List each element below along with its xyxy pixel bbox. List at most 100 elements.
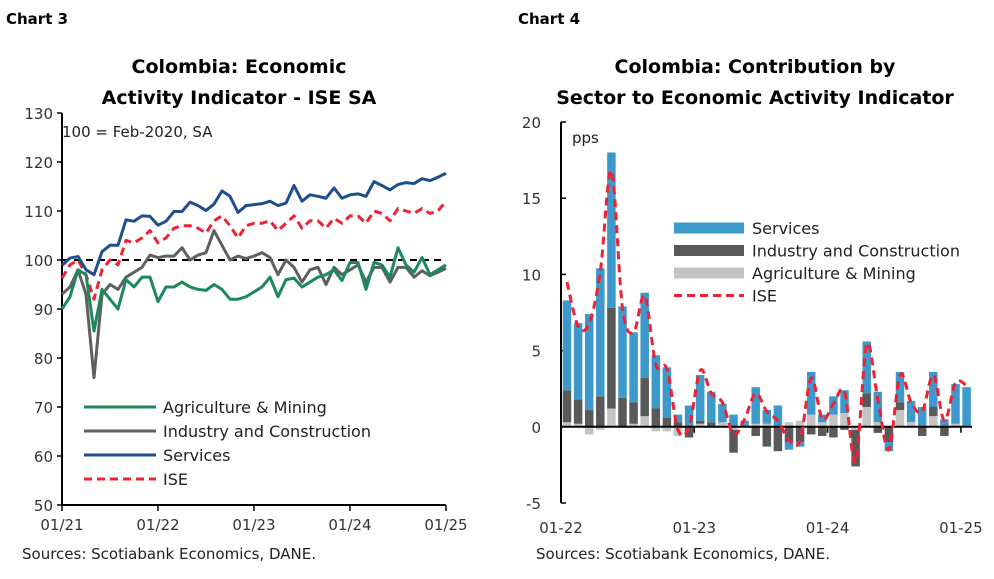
y-tick-label: 10 xyxy=(522,266,541,284)
y-tick-label: 130 xyxy=(24,105,53,123)
chart3-title-line1: Colombia: Economic xyxy=(132,56,347,78)
legend-swatch xyxy=(674,245,744,256)
bar-industry-and-construction xyxy=(929,406,938,417)
bar-agriculture-mining xyxy=(873,422,883,427)
chart4-plot: -5 0 5 10 15 20 01-22 01-23 01-24 01-25 Services In… xyxy=(522,114,983,537)
bar-services xyxy=(773,405,783,427)
bar-agriculture-mining xyxy=(795,420,805,427)
y-tick-label: 90 xyxy=(34,301,53,319)
bar-services xyxy=(673,414,683,423)
x-tick-label: 01-22 xyxy=(539,519,583,537)
bar-industry-and-construction xyxy=(840,426,849,430)
bar-services xyxy=(818,414,827,423)
bar-services xyxy=(684,405,694,427)
chart3-plot: 50 60 70 80 90 100 110 120 130 01/21 01/22 01/23 01/… xyxy=(24,105,467,534)
bar-services xyxy=(640,292,649,379)
x-tick-label: 01-24 xyxy=(806,519,850,537)
bar-agriculture-mining xyxy=(573,423,583,427)
x-tick-label: 01/25 xyxy=(424,516,467,534)
bar-industry-and-construction xyxy=(707,422,716,427)
bar-industry-and-construction xyxy=(917,426,927,436)
bar-industry-and-construction xyxy=(795,426,805,443)
x-tick-label: 01/22 xyxy=(136,516,179,534)
bar-industry-and-construction xyxy=(618,397,627,427)
bar-industry-and-construction xyxy=(729,429,738,453)
bar-industry-and-construction xyxy=(673,422,683,427)
y-tick-label: 50 xyxy=(34,497,53,515)
bar-agriculture-mining xyxy=(695,423,705,427)
bar-services xyxy=(929,371,938,407)
bar-services xyxy=(562,300,572,391)
bar-industry-and-construction xyxy=(829,426,838,438)
bar-industry-and-construction xyxy=(573,399,583,424)
bar-agriculture-mining xyxy=(784,422,794,427)
bar-services xyxy=(951,384,960,424)
y-tick-label: 5 xyxy=(531,343,541,361)
chart4-title-line1: Colombia: Contribution by xyxy=(615,56,897,78)
legend-label: Agriculture & Mining xyxy=(752,264,916,283)
bar-agriculture-mining xyxy=(762,423,772,427)
bar-agriculture-mining xyxy=(829,414,838,427)
bar-agriculture-mining xyxy=(562,422,572,427)
bar-industry-and-construction xyxy=(596,396,605,427)
bar-services xyxy=(607,152,616,308)
bar-industry-and-construction xyxy=(806,426,816,435)
bar-industry-and-construction xyxy=(651,408,661,427)
x-tick-label: 01/24 xyxy=(328,516,371,534)
x-tick-label: 01/21 xyxy=(40,516,83,534)
series-line-ise xyxy=(565,169,968,464)
y-tick-label: 15 xyxy=(522,190,541,208)
bar-services xyxy=(695,374,705,421)
bar-industry-and-construction xyxy=(562,390,572,423)
bar-services xyxy=(873,391,883,423)
bar-services xyxy=(596,268,605,397)
bar-services xyxy=(662,367,672,418)
legend-label: ISE xyxy=(752,287,777,306)
bar-agriculture-mining xyxy=(951,423,960,427)
y-tick-label: 100 xyxy=(24,252,53,270)
bar-industry-and-construction xyxy=(873,426,883,433)
bar-industry-and-construction xyxy=(818,426,827,436)
bar-agriculture-mining xyxy=(929,416,938,427)
legend-label: Services xyxy=(163,446,230,465)
chart3-title-line2: Activity Indicator - ISE SA xyxy=(102,87,377,109)
bar-industry-and-construction xyxy=(607,307,616,409)
bar-services xyxy=(762,410,772,424)
chart4-label: Chart 4 xyxy=(518,10,580,28)
bar-services xyxy=(940,419,949,427)
legend-label: Services xyxy=(752,219,819,238)
bar-industry-and-construction xyxy=(895,402,905,411)
bar-agriculture-mining xyxy=(895,410,905,427)
bar-services xyxy=(651,355,661,409)
bar-agriculture-mining xyxy=(718,422,727,427)
y-tick-label: 60 xyxy=(34,448,53,466)
y-tick-label: 20 xyxy=(522,114,541,132)
bar-services xyxy=(729,414,738,427)
chart4-title-line2: Sector to Economic Activity Indicator xyxy=(556,87,954,109)
bar-industry-and-construction xyxy=(629,402,638,424)
bar-services xyxy=(962,387,971,427)
legend-swatch xyxy=(674,222,744,234)
bar-agriculture-mining xyxy=(607,408,616,427)
bar-services xyxy=(740,420,749,427)
bar-industry-and-construction xyxy=(862,393,871,407)
bar-industry-and-construction xyxy=(784,426,794,443)
bar-agriculture-mining xyxy=(729,426,738,430)
series-line-agriculture-mining xyxy=(60,246,447,333)
bar-agriculture-mining xyxy=(906,422,916,427)
bar-services xyxy=(840,390,849,414)
bar-services xyxy=(618,306,627,398)
legend-label: Industry and Construction xyxy=(163,422,371,441)
chart3-annotation: 100 = Feb-2020, SA xyxy=(62,123,213,141)
chart4-source: Sources: Scotiabank Economics, DANE. xyxy=(536,545,830,563)
bar-agriculture-mining xyxy=(840,413,849,427)
bar-services xyxy=(751,387,760,424)
bar-industry-and-construction xyxy=(773,426,783,452)
bar-agriculture-mining xyxy=(596,426,605,430)
legend-label: ISE xyxy=(163,470,188,489)
y-tick-label: 110 xyxy=(24,203,53,221)
bar-industry-and-construction xyxy=(851,429,860,467)
legend-label: Agriculture & Mining xyxy=(163,398,327,417)
bar-services xyxy=(707,391,716,423)
